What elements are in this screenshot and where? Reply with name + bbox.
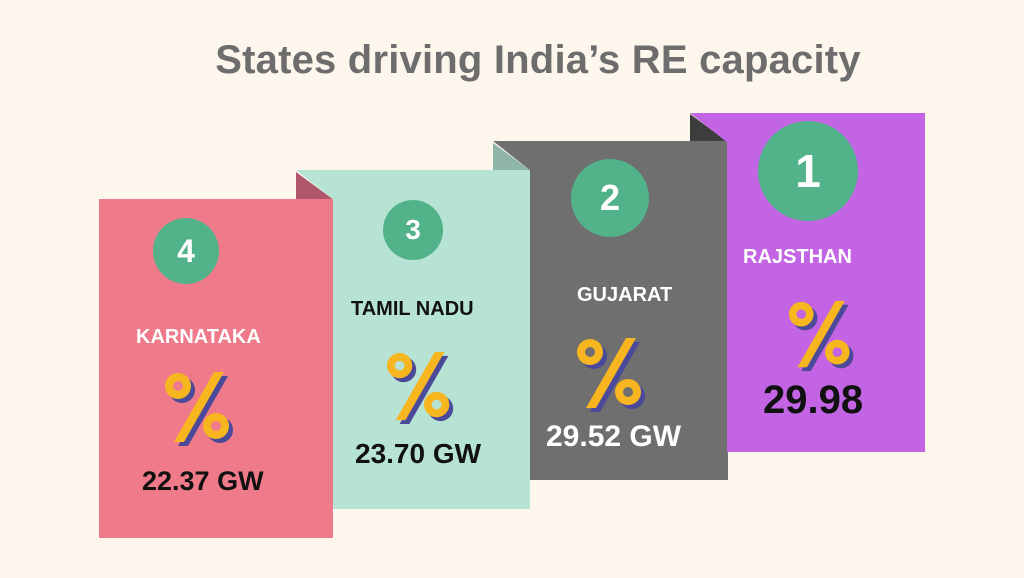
capacity-value: 23.70 GW (355, 438, 482, 469)
percent-icon (165, 372, 233, 446)
rank-badge: 2 (571, 159, 649, 237)
page-title: States driving India’s RE capacity (215, 38, 861, 82)
state-name: RAJSTHAN (743, 246, 852, 268)
rank-badge: 1 (758, 121, 858, 221)
card-fold-top (690, 113, 728, 143)
state-name: TAMIL NADU (351, 298, 474, 320)
capacity-value: 29.52 GW (546, 420, 682, 453)
card-fold-top (296, 170, 334, 200)
percent-icon (577, 338, 645, 412)
header: States driving India’s RE capacity (0, 0, 1024, 100)
percent-icon (386, 351, 454, 425)
capacity-value: 29.98 (763, 378, 864, 422)
state-name: GUJARAT (577, 284, 673, 306)
percent-icon (788, 300, 854, 372)
card-fold (493, 143, 531, 171)
rank-badge: 4 (153, 218, 219, 284)
card-fold (296, 172, 334, 200)
rank-badge: 3 (383, 200, 443, 260)
capacity-value: 22.37 GW (142, 466, 264, 496)
card-fold-top (493, 141, 531, 171)
state-name: KARNATAKA (136, 326, 261, 348)
